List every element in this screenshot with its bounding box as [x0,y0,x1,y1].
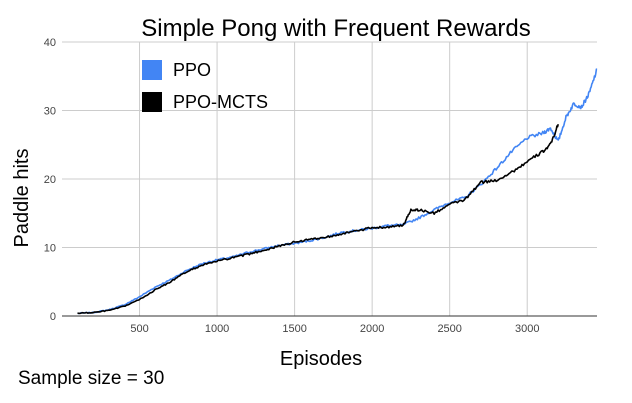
legend-label: PPO-MCTS [173,92,268,112]
legend-label: PPO [173,60,211,80]
axes: 0 10 20 30 40 500 1000 1500 2000 2500 3000 [44,37,597,335]
y-tick-label: 0 [50,311,56,323]
y-tick-label: 40 [44,37,56,49]
sample-size-note: Sample size = 30 [18,368,165,389]
x-tick-label: 3000 [515,323,539,335]
x-tick-label: 2500 [437,323,461,335]
chart-title: Simple Pong with Frequent Rewards [141,15,531,42]
series-layer [77,68,598,315]
y-tick-label: 30 [44,106,56,118]
grid [62,41,597,316]
y-tick-label: 20 [44,174,56,186]
x-axis-label: Episodes [280,348,362,370]
legend-swatch [142,60,162,80]
x-tick-label: 1500 [282,323,306,335]
series-line-ppo-mcts [77,124,559,315]
x-tick-label: 500 [130,323,148,335]
x-tick-label: 1000 [205,323,229,335]
y-tick-label: 10 [44,243,56,255]
x-tick-label: 2000 [360,323,384,335]
legend: PPO PPO-MCTS [142,60,268,112]
legend-swatch [142,92,162,112]
y-axis-label: Paddle hits [11,149,33,248]
